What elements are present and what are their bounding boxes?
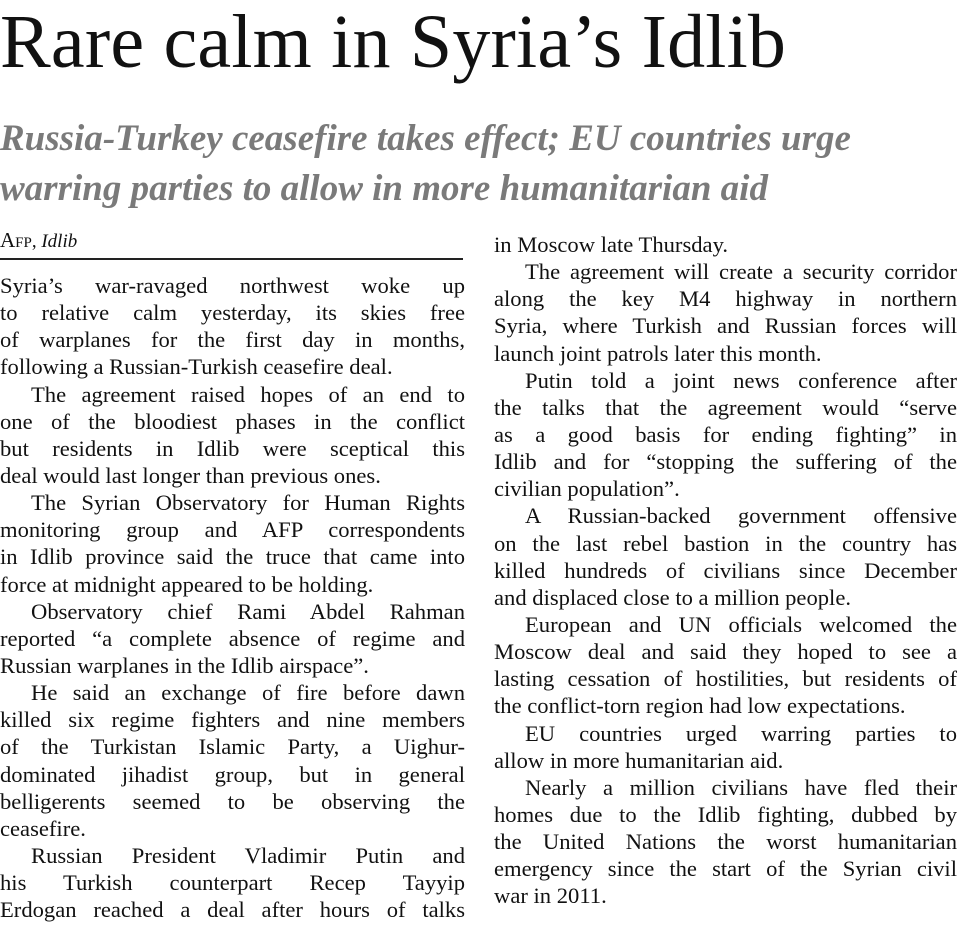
article-line: Syria’s war-ravaged northwest woke up: [0, 273, 465, 298]
article-line: Erdogan reached a deal after hours of ta…: [0, 897, 465, 923]
subheadline: Russia-Turkey ceasefire takes effect; EU…: [0, 114, 957, 214]
article-line: in Idlib province said the truce that ca…: [0, 544, 465, 570]
article-line: deal would last longer than previous one…: [0, 462, 381, 488]
headline: Rare calm in Syria’s Idlib: [0, 0, 787, 84]
article-line: but residents in Idlib were sceptical th…: [0, 435, 465, 461]
article-line: Observatory chief Rami Abdel Rahman: [31, 598, 465, 624]
article-line: dominated jihadist group, but in general: [0, 761, 465, 787]
article-line: and displaced close to a million people.: [494, 584, 852, 610]
article-line: of warplanes for the first day in months…: [0, 327, 465, 353]
article-line: emergency since the start of the Syrian …: [494, 856, 957, 882]
article-line: Russian President Vladimir Putin and: [31, 842, 465, 868]
article-line: Nearly a million civilians have fled the…: [525, 774, 957, 800]
byline: Afp, Idlib: [0, 228, 78, 252]
article-column-left: Syria’s war-ravaged northwest woke up to …: [0, 272, 465, 923]
article-line: allow in more humanitarian aid.: [494, 747, 784, 773]
byline-agency: Afp: [0, 228, 32, 252]
article-line: to relative calm yesterday, its skies fr…: [0, 300, 465, 326]
article-line: along the key M4 highway in northern: [494, 286, 957, 312]
article-paragraph: European and UN officials welcomed the Mo…: [494, 611, 957, 720]
article-line: in Moscow late Thursday.: [494, 232, 729, 257]
article-line: killed six regime fighters and nine memb…: [0, 707, 465, 733]
article-line: Moscow deal and said they hoped to see a: [494, 639, 957, 665]
article-line: European and UN officials welcomed the: [525, 611, 957, 637]
article-paragraph: in Moscow late Thursday.: [494, 231, 957, 258]
article-line: of the Turkistan Islamic Party, a Uighur…: [0, 734, 465, 760]
article-line: belligerents seemed to be observing the: [0, 788, 465, 814]
byline-divider: [0, 258, 463, 260]
article-line: The Syrian Observatory for Human Rights: [31, 490, 465, 516]
article-line: Putin told a joint news conference after: [525, 367, 957, 393]
article-line: launch joint patrols later this month.: [494, 340, 822, 366]
article-line: reported “a complete absence of regime a…: [0, 625, 465, 651]
article-paragraph: Nearly a million civilians have fled the…: [494, 774, 957, 910]
article-paragraph: A Russian-backed government offensive on …: [494, 502, 957, 611]
article-line: Idlib and for “stopping the suffering of…: [494, 449, 957, 475]
article-line: A Russian-backed government offensive: [525, 503, 957, 529]
article-line: civilian population”.: [494, 476, 680, 502]
article-paragraph: He said an exchange of fire before dawn k…: [0, 679, 465, 842]
article-paragraph: The Syrian Observatory for Human Rights m…: [0, 489, 465, 598]
article-line: the talks that the agreement would “serv…: [494, 394, 957, 420]
article-paragraph: EU countries urged warring parties to all…: [494, 720, 957, 774]
article-line: homes due to the Idlib fighting, dubbed …: [494, 801, 957, 827]
byline-place: Idlib: [41, 231, 78, 252]
article-paragraph: The agreement will create a security cor…: [494, 258, 957, 367]
article-line: monitoring group and AFP correspondents: [0, 517, 465, 543]
article-paragraph: The agreement raised hopes of an end to o…: [0, 381, 465, 490]
article-line: Russian warplanes in the Idlib airspace”…: [0, 652, 369, 678]
article-line: one of the bloodiest phases in the confl…: [0, 408, 465, 434]
article-paragraph: Syria’s war-ravaged northwest woke up to …: [0, 272, 465, 381]
subheadline-line: Russia-Turkey ceasefire takes effect; EU…: [0, 118, 851, 159]
article-line: as a good basis for ending fighting” in: [494, 421, 957, 447]
article-line: lasting cessation of hostilities, but re…: [494, 666, 957, 692]
article-line: killed hundreds of civilians since Decem…: [494, 557, 957, 583]
article-line: his Turkish counterpart Recep Tayyip: [0, 870, 465, 896]
article-line: following a Russian-Turkish ceasefire de…: [0, 354, 393, 380]
article-paragraph: Russian President Vladimir Putin and his …: [0, 842, 465, 923]
article-line: force at midnight appeared to be holding…: [0, 571, 374, 597]
article-paragraph: Observatory chief Rami Abdel Rahman repor…: [0, 598, 465, 679]
subheadline-line: warring parties to allow in more humanit…: [0, 168, 768, 209]
article-line: The agreement will create a security cor…: [525, 259, 957, 285]
article-paragraph: Putin told a joint news conference after…: [494, 367, 957, 503]
article-line: He said an exchange of fire before dawn: [31, 680, 465, 706]
article-line: on the last rebel bastion in the country…: [494, 530, 957, 556]
article-line: The agreement raised hopes of an end to: [31, 381, 465, 407]
article-line: the conflict-torn region had low expecta…: [494, 693, 906, 719]
article-line: the United Nations the worst humanitaria…: [494, 829, 957, 855]
article-line: Syria, where Turkish and Russian forces …: [494, 313, 957, 339]
article-line: EU countries urged warring parties to: [525, 720, 957, 746]
article-column-right: in Moscow late Thursday. The agreement wi…: [494, 231, 957, 910]
article-line: ceasefire.: [0, 815, 86, 841]
article-line: war in 2011.: [494, 883, 607, 909]
